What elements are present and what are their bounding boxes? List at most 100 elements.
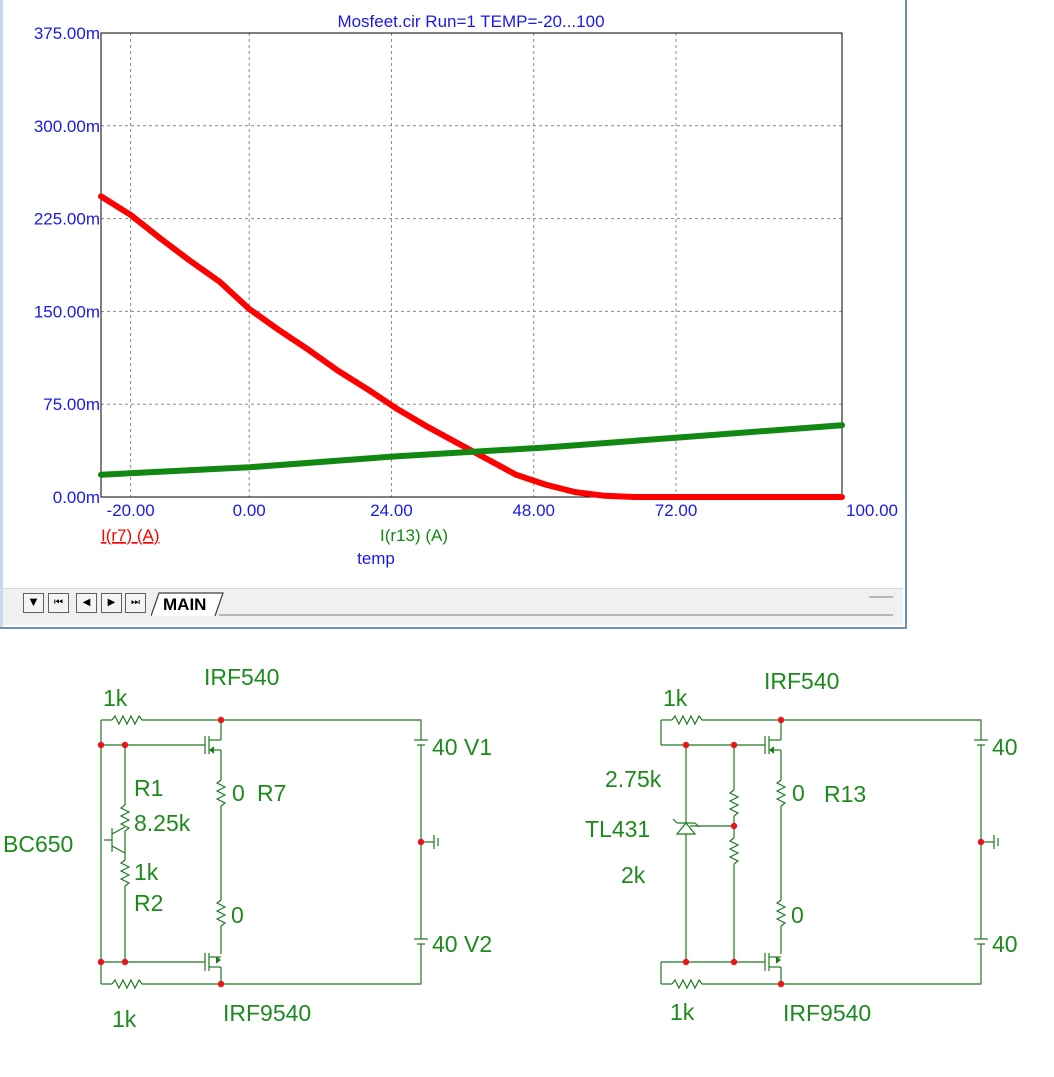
right-node-dots <box>682 716 985 988</box>
data-point-series-0 <box>573 490 577 494</box>
y-tick-label: 150.00m <box>34 302 100 321</box>
data-point-series-0 <box>395 407 399 411</box>
resistor-left-top <box>111 714 143 726</box>
mosfet-right-bottom-symbol <box>764 953 782 984</box>
left-circuit <box>100 714 439 990</box>
resistor-r2 <box>119 859 131 887</box>
right-r13-name-label: R13 <box>824 781 866 807</box>
resistor-left-bottom <box>111 978 143 990</box>
data-point-series-0 <box>277 328 281 332</box>
y-tick-label: 300.00m <box>34 117 100 136</box>
scroll-down-icon[interactable]: ▼ <box>23 593 44 613</box>
x-tick-label: 0.00 <box>233 501 266 520</box>
x-tick-label: 24.00 <box>370 501 413 520</box>
mosfet-right-top-symbol <box>764 720 782 754</box>
data-point-series-0 <box>218 280 222 284</box>
right-q-top-label: IRF540 <box>764 668 839 694</box>
resistor-r13 <box>775 779 787 807</box>
x-tick-label: -20.00 <box>107 501 155 520</box>
left-r7-name-label: R7 <box>257 780 286 806</box>
left-r7-value-label: 0 <box>232 780 245 806</box>
left-bjt-label: BC650 <box>3 831 73 857</box>
battery-right-bottom-symbol <box>974 842 988 952</box>
data-point-series-0 <box>603 494 607 498</box>
data-point-series-0 <box>455 441 459 445</box>
data-point-series-0 <box>544 483 548 487</box>
data-point-series-0 <box>306 348 310 352</box>
y-tick-label: 225.00m <box>34 210 100 229</box>
circuit-schematic: 1k IRF540 40 V1 R1 8.25k 0 R7 BC650 1k R… <box>3 664 1018 1032</box>
data-point-series-0 <box>662 495 666 499</box>
data-point-series-0 <box>99 194 103 198</box>
tab-main-label: MAIN <box>163 595 207 614</box>
right-q-bottom-label: IRF9540 <box>783 1000 871 1026</box>
simulation-window: Mosfeet.cir Run=1 TEMP=-20...100 0.00m 75… <box>0 0 907 629</box>
last-page-icon[interactable]: ⏭ <box>125 593 146 613</box>
left-node-dots <box>97 716 425 988</box>
resistor-right-div-top <box>728 789 740 817</box>
right-r-div-bottom-label: 2k <box>621 862 646 888</box>
battery-v2-symbol <box>414 842 428 952</box>
data-point-series-0 <box>129 213 133 217</box>
left-r-top-label: 1k <box>103 685 128 711</box>
data-point-series-0 <box>781 495 785 499</box>
data-point-series-1 <box>247 465 251 469</box>
right-r-mid-value-label: 0 <box>791 902 804 928</box>
data-point-series-0 <box>425 424 429 428</box>
y-tick-label: 0.00m <box>53 488 100 507</box>
first-page-icon[interactable]: ⏮ <box>48 593 69 613</box>
prev-page-icon[interactable]: ◀ <box>76 593 97 613</box>
left-r-mid-value-label: 0 <box>231 902 244 928</box>
left-q-top-label: IRF540 <box>204 664 279 690</box>
data-point-series-0 <box>840 495 844 499</box>
right-ref-label: TL431 <box>585 816 650 842</box>
mosfet-left-top-symbol <box>204 720 222 754</box>
data-point-series-0 <box>484 457 488 461</box>
bjt-bc650-symbol <box>104 826 126 854</box>
x-axis-label: temp <box>357 549 395 568</box>
y-tick-label: 75.00m <box>43 395 100 414</box>
mosfet-left-bottom-symbol <box>204 953 222 984</box>
legend-series-r7: I(r7) (A) <box>101 526 160 545</box>
left-v1-label: 40 V1 <box>432 734 492 760</box>
plot-frame <box>100 32 843 498</box>
tl431-symbol <box>672 812 734 835</box>
data-point-series-1 <box>840 423 844 427</box>
data-point-series-1 <box>395 454 399 458</box>
right-v-top-label: 40 <box>992 734 1018 760</box>
data-point-series-1 <box>99 473 103 477</box>
resistor-r7 <box>215 779 227 807</box>
next-page-icon[interactable]: ▶ <box>101 593 122 613</box>
data-point-series-0 <box>721 495 725 499</box>
resistor-right-bottom <box>671 978 703 990</box>
right-circuit <box>660 714 999 990</box>
legend-series-r13: I(r13) (A) <box>380 526 448 545</box>
right-r-div-top-label: 2.75k <box>605 766 662 792</box>
series-line-1 <box>98 422 845 478</box>
left-r1-name-label: R1 <box>134 775 163 801</box>
data-point-series-0 <box>633 495 637 499</box>
data-point-series-0 <box>366 387 370 391</box>
data-point-series-0 <box>514 473 518 477</box>
chart-title: Mosfeet.cir Run=1 TEMP=-20...100 <box>337 12 604 31</box>
data-point-series-1 <box>692 434 696 438</box>
right-v-bottom-label: 40 <box>992 931 1018 957</box>
battery-right-top-symbol <box>974 739 988 842</box>
right-r13-value-label: 0 <box>792 780 805 806</box>
data-point-series-0 <box>336 369 340 373</box>
data-point-series-1 <box>544 446 548 450</box>
left-q-bottom-label: IRF9540 <box>223 1000 311 1026</box>
resistor-right-top <box>671 714 703 726</box>
right-r-bottom-label: 1k <box>670 999 695 1025</box>
resistor-left-mid <box>215 899 227 927</box>
right-r-top-label: 1k <box>663 685 688 711</box>
data-point-series-0 <box>188 259 192 263</box>
x-tick-label: 72.00 <box>655 501 698 520</box>
left-r-bottom-label: 1k <box>112 1006 137 1032</box>
resistor-right-mid <box>775 899 787 927</box>
x-tick-label: 48.00 <box>512 501 555 520</box>
left-r2-name-label: R2 <box>134 890 163 916</box>
left-r2-value-label: 1k <box>134 859 159 885</box>
plot-area: Mosfeet.cir Run=1 TEMP=-20...100 0.00m 75… <box>34 12 898 568</box>
x-tick-label: 100.00 <box>846 501 898 520</box>
